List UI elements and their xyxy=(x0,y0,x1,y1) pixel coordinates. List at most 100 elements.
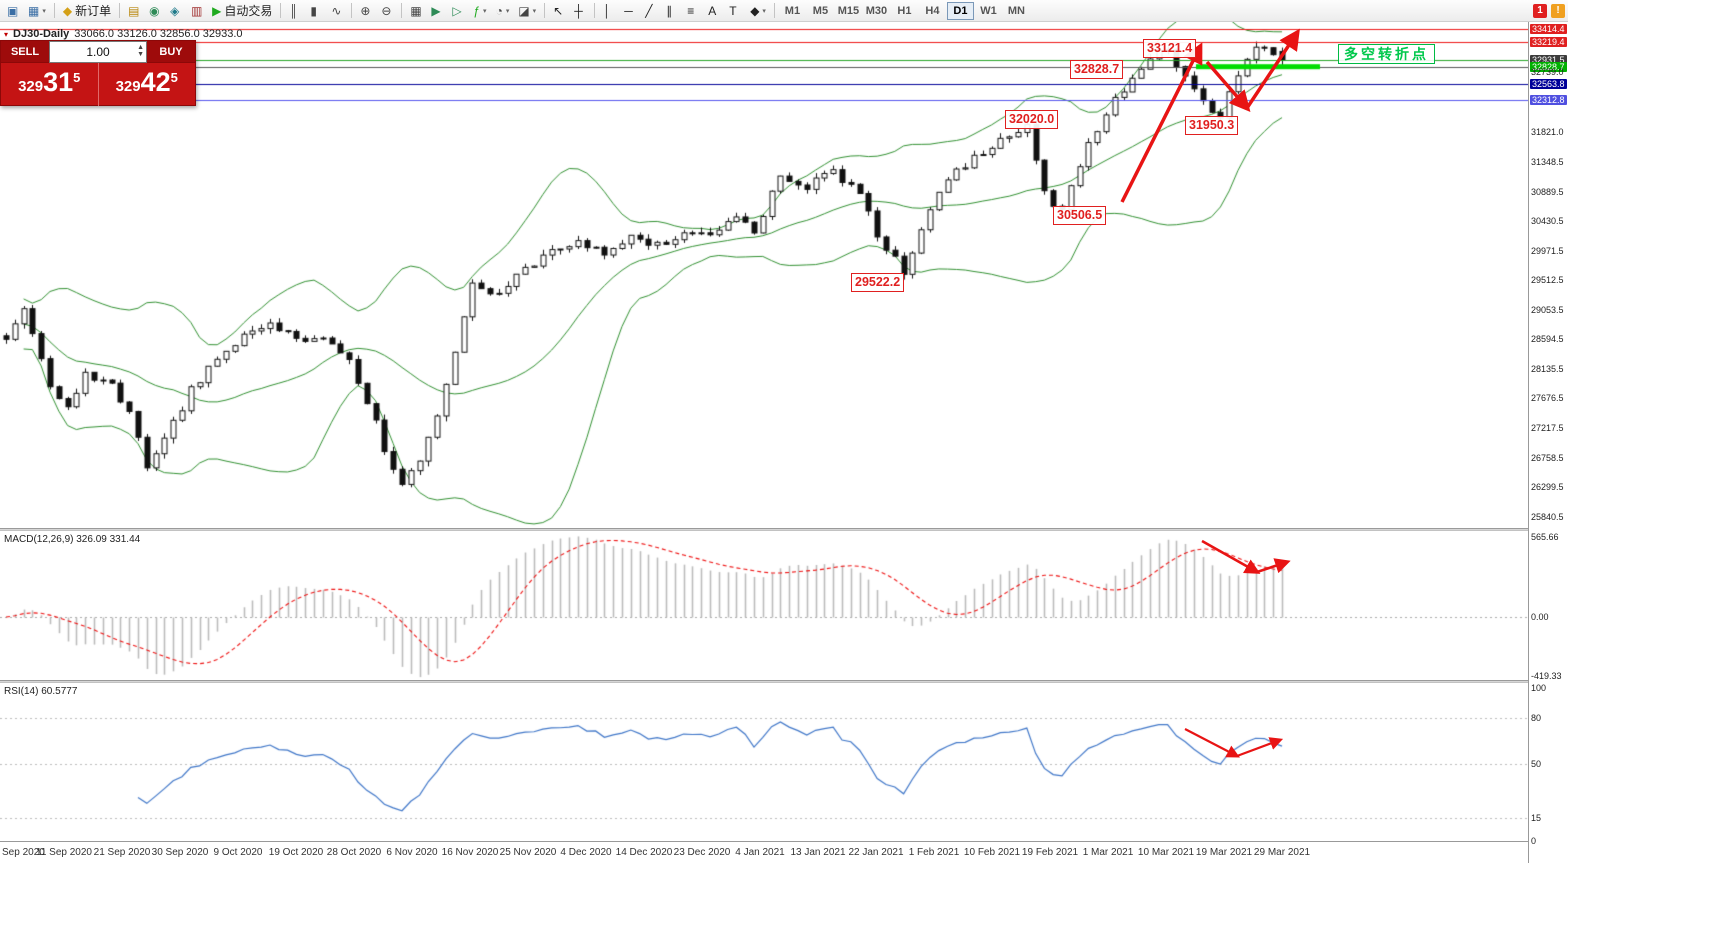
lot-stepper[interactable]: ▲ ▼ xyxy=(137,44,144,58)
mt4-terminal-window: ▣ ▦ ▾ ◆ 新订单 ▤ ◉ ◈ ▥ ▶ 自动交易 ║ ▮ ∿ ⊕ ⊖ ▦ ▶ ▷ ƒ ▾ ◔ ▾ ◪ ▾ ↖ ┼ │ ─ ╱ ∥ ≡ A T ◆… xyxy=(0,0,1568,863)
date-label: 11 Sep 2020 xyxy=(36,847,92,858)
timeframe-m5-button[interactable]: M5 xyxy=(807,2,834,20)
navigator-icon[interactable]: ◈ xyxy=(166,1,186,21)
horizontal-line-icon[interactable]: ─ xyxy=(620,1,640,21)
fibonacci-icon[interactable]: ≡ xyxy=(683,1,703,21)
candlestick-chart-icon[interactable]: ▮ xyxy=(306,1,326,21)
date-label: 28 Oct 2020 xyxy=(326,847,382,858)
lot-size-field[interactable]: 1.00 ▲ ▼ xyxy=(49,41,147,63)
turning-point-label[interactable]: 多空转折点 xyxy=(1338,44,1435,64)
new-order-button[interactable]: ◆ 新订单 xyxy=(59,1,115,21)
zoom-out-icon[interactable]: ⊖ xyxy=(377,1,397,21)
toolbar-separator xyxy=(53,3,55,18)
market-watch-icon[interactable]: ▤ xyxy=(124,1,144,21)
channel-icon[interactable]: ∥ xyxy=(662,1,682,21)
one-click-toggle-icon[interactable]: ▾ xyxy=(4,29,9,39)
toolbar-separator xyxy=(773,3,775,18)
templates-icon[interactable]: ◪ ▾ xyxy=(514,1,540,21)
new-chart-icon[interactable]: ▣ xyxy=(3,1,23,21)
stepper-down-icon[interactable]: ▼ xyxy=(137,51,144,58)
main-chart-panel[interactable]: 33121.4 32828.7 32020.0 31950.3 30506.5 29522… xyxy=(0,22,1528,528)
bar-chart-icon[interactable]: ║ xyxy=(285,1,305,21)
price-annotation[interactable]: 29522.2 xyxy=(851,273,905,292)
vertical-line-icon[interactable]: │ xyxy=(599,1,619,21)
rsi-axis-tick: 50 xyxy=(1531,759,1542,769)
panel-splitter[interactable] xyxy=(0,528,1568,531)
date-label: 14 Dec 2020 xyxy=(615,847,673,858)
crosshair-icon: ┼ xyxy=(574,3,583,18)
panel-splitter[interactable] xyxy=(0,680,1568,683)
rsi-panel[interactable]: RSI(14) 60.5777 xyxy=(0,683,1528,841)
rsi-axis-tick: 100 xyxy=(1531,683,1547,693)
indicators-icon: ƒ xyxy=(473,3,481,18)
macd-axis-tick: -419.33 xyxy=(1531,671,1562,681)
profiles-icon[interactable]: ▦ ▾ xyxy=(24,1,50,21)
auto-trading-button-label: 自动交易 xyxy=(224,4,273,18)
indicators-icon[interactable]: ƒ ▾ xyxy=(469,1,490,21)
macd-label: MACD(12,26,9) 326.09 331.44 xyxy=(4,534,141,545)
text-label-icon[interactable]: T xyxy=(725,1,745,21)
text-icon[interactable]: A xyxy=(704,1,724,21)
auto-scroll-icon[interactable]: ▶ xyxy=(427,1,447,21)
alert-badge[interactable]: ! xyxy=(1551,3,1565,18)
arrows-icon[interactable]: ◆ ▾ xyxy=(746,1,770,21)
chart-shift-icon[interactable]: ▷ xyxy=(448,1,468,21)
timeframe-m1-button[interactable]: M1 xyxy=(779,2,806,20)
notification-badge[interactable]: 1 xyxy=(1533,3,1547,18)
chart-ohlc-values: 33066.0 33126.0 32856.0 32933.0 xyxy=(74,28,243,40)
price-annotation[interactable]: 32828.7 xyxy=(1070,60,1124,79)
price-annotation[interactable]: 32020.0 xyxy=(1005,110,1059,129)
data-window-icon[interactable]: ◉ xyxy=(145,1,165,21)
toolbar-separator xyxy=(280,3,282,18)
periods-icon[interactable]: ◔ ▾ xyxy=(492,1,514,21)
timeframe-mn-button[interactable]: MN xyxy=(1003,2,1030,20)
cursor-icon[interactable]: ↖ xyxy=(549,1,569,21)
rsi-axis-tick: 0 xyxy=(1531,836,1537,846)
zoom-in-icon[interactable]: ⊕ xyxy=(356,1,376,21)
timeframe-h4-button[interactable]: H4 xyxy=(919,2,946,20)
timeframe-m15-button[interactable]: M15 xyxy=(835,2,862,20)
timeframe-m30-button[interactable]: M30 xyxy=(863,2,890,20)
date-label: 30 Sep 2020 xyxy=(151,847,209,858)
terminal-icon: ▥ xyxy=(191,3,203,18)
date-label: Sep 2020 xyxy=(2,847,45,858)
timeframe-w1-button[interactable]: W1 xyxy=(975,2,1002,20)
macd-panel[interactable]: MACD(12,26,9) 326.09 331.44 xyxy=(0,531,1528,680)
rsi-canvas[interactable] xyxy=(0,683,1528,841)
price-annotation[interactable]: 30506.5 xyxy=(1053,206,1107,225)
price-annotation[interactable]: 33121.4 xyxy=(1143,39,1197,58)
price-digits: 329 xyxy=(115,78,141,95)
new-chart-icon: ▣ xyxy=(7,3,19,18)
stepper-up-icon[interactable]: ▲ xyxy=(137,44,144,51)
candlestick-chart-canvas[interactable] xyxy=(0,22,1528,528)
chart-symbol-period: DJ30-Daily xyxy=(13,28,70,40)
tile-windows-icon[interactable]: ▦ xyxy=(406,1,426,21)
sell-button[interactable]: SELL xyxy=(1,41,49,63)
trendline-icon[interactable]: ╱ xyxy=(641,1,661,21)
time-axis[interactable]: Sep 2020 11 Sep 2020 21 Sep 2020 30 Sep 202… xyxy=(0,841,1568,863)
price-axis-tick: 26758.5 xyxy=(1531,453,1564,463)
date-label: 22 Jan 2021 xyxy=(848,847,904,858)
sell-price-display[interactable]: 329 31 5 xyxy=(1,63,98,106)
price-axis[interactable]: 33414.4 33219.4 32931.5 32828.7 32739.0 32563… xyxy=(1528,22,1568,863)
price-annotation[interactable]: 31950.3 xyxy=(1185,116,1239,135)
buy-price-display[interactable]: 329 42 5 xyxy=(97,63,196,106)
new-order-button-label: 新订单 xyxy=(75,4,112,18)
terminal-icon[interactable]: ▥ xyxy=(187,1,207,21)
timeframe-d1-button[interactable]: D1 xyxy=(946,1,974,20)
date-label: 25 Nov 2020 xyxy=(499,847,557,858)
macd-canvas[interactable] xyxy=(0,531,1528,680)
rsi-label: RSI(14) 60.5777 xyxy=(4,686,78,697)
price-axis-tick: 31821.0 xyxy=(1531,127,1564,137)
date-label: 23 Dec 2020 xyxy=(673,847,731,858)
date-label: 9 Oct 2020 xyxy=(213,847,263,858)
chart-title: ▾ DJ30-Daily 33066.0 33126.0 32856.0 329… xyxy=(4,28,243,40)
templates-icon: ◪ xyxy=(518,3,530,18)
dropdown-caret-icon: ▾ xyxy=(532,7,537,15)
buy-button[interactable]: BUY xyxy=(147,41,195,63)
auto-trading-button[interactable]: ▶ 自动交易 xyxy=(208,1,276,21)
timeframe-h1-button[interactable]: H1 xyxy=(891,2,918,20)
line-chart-icon[interactable]: ∿ xyxy=(327,1,347,21)
crosshair-icon[interactable]: ┼ xyxy=(570,1,590,21)
date-label: 4 Jan 2021 xyxy=(735,847,785,858)
